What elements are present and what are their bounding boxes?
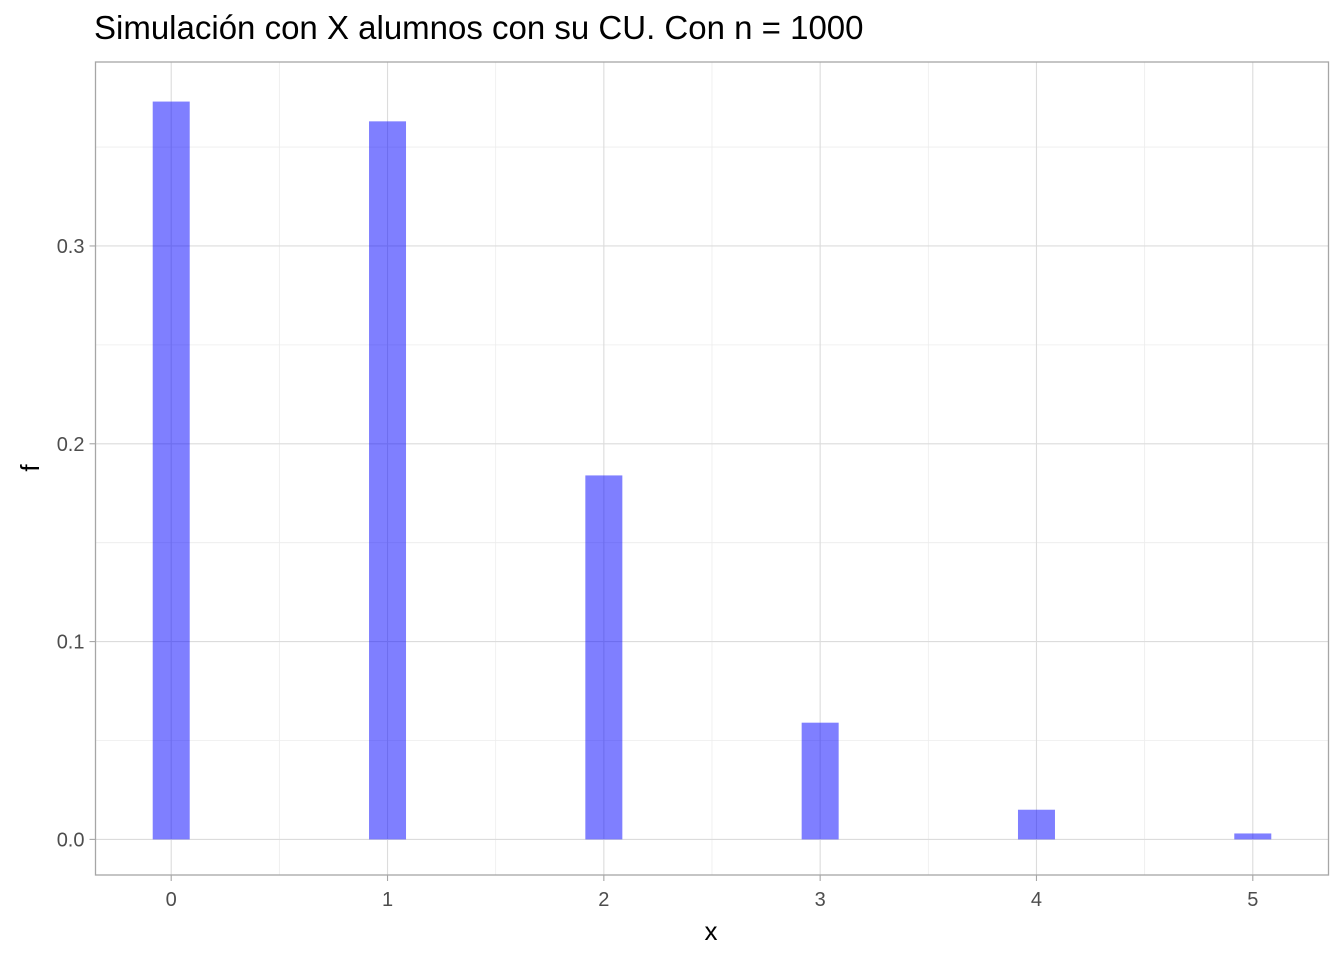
- plot-panel-border: [94, 61, 1330, 876]
- minor-gridlines: [95, 62, 1329, 875]
- x-tick-label: 0: [166, 889, 177, 911]
- bar-x-5: [1234, 833, 1272, 840]
- bar-x-0: [152, 101, 190, 840]
- x-tick-label: 2: [598, 889, 609, 911]
- y-axis-ticks: 0.0 0.1 0.2 0.3: [57, 236, 96, 851]
- bar-x-1: [369, 121, 407, 840]
- x-axis-title: x: [705, 916, 718, 946]
- bar-x-3: [801, 722, 839, 840]
- bar-x-2: [585, 475, 623, 840]
- y-tick-label: 0.0: [57, 829, 85, 851]
- y-tick-label: 0.2: [57, 434, 85, 456]
- x-tick-label: 5: [1247, 889, 1258, 911]
- x-tick-label: 4: [1031, 889, 1042, 911]
- bar-x-4: [1017, 809, 1055, 840]
- x-tick-label: 3: [815, 889, 826, 911]
- bars-group: [152, 101, 1272, 840]
- y-tick-label: 0.3: [57, 236, 85, 258]
- x-axis-ticks: 0 1 2 3 4 5: [166, 875, 1258, 911]
- y-tick-label: 0.1: [57, 632, 85, 654]
- y-axis-title: f: [15, 464, 45, 472]
- chart-title: Simulación con X alumnos con su CU. Con …: [94, 9, 864, 46]
- x-tick-label: 1: [382, 889, 393, 911]
